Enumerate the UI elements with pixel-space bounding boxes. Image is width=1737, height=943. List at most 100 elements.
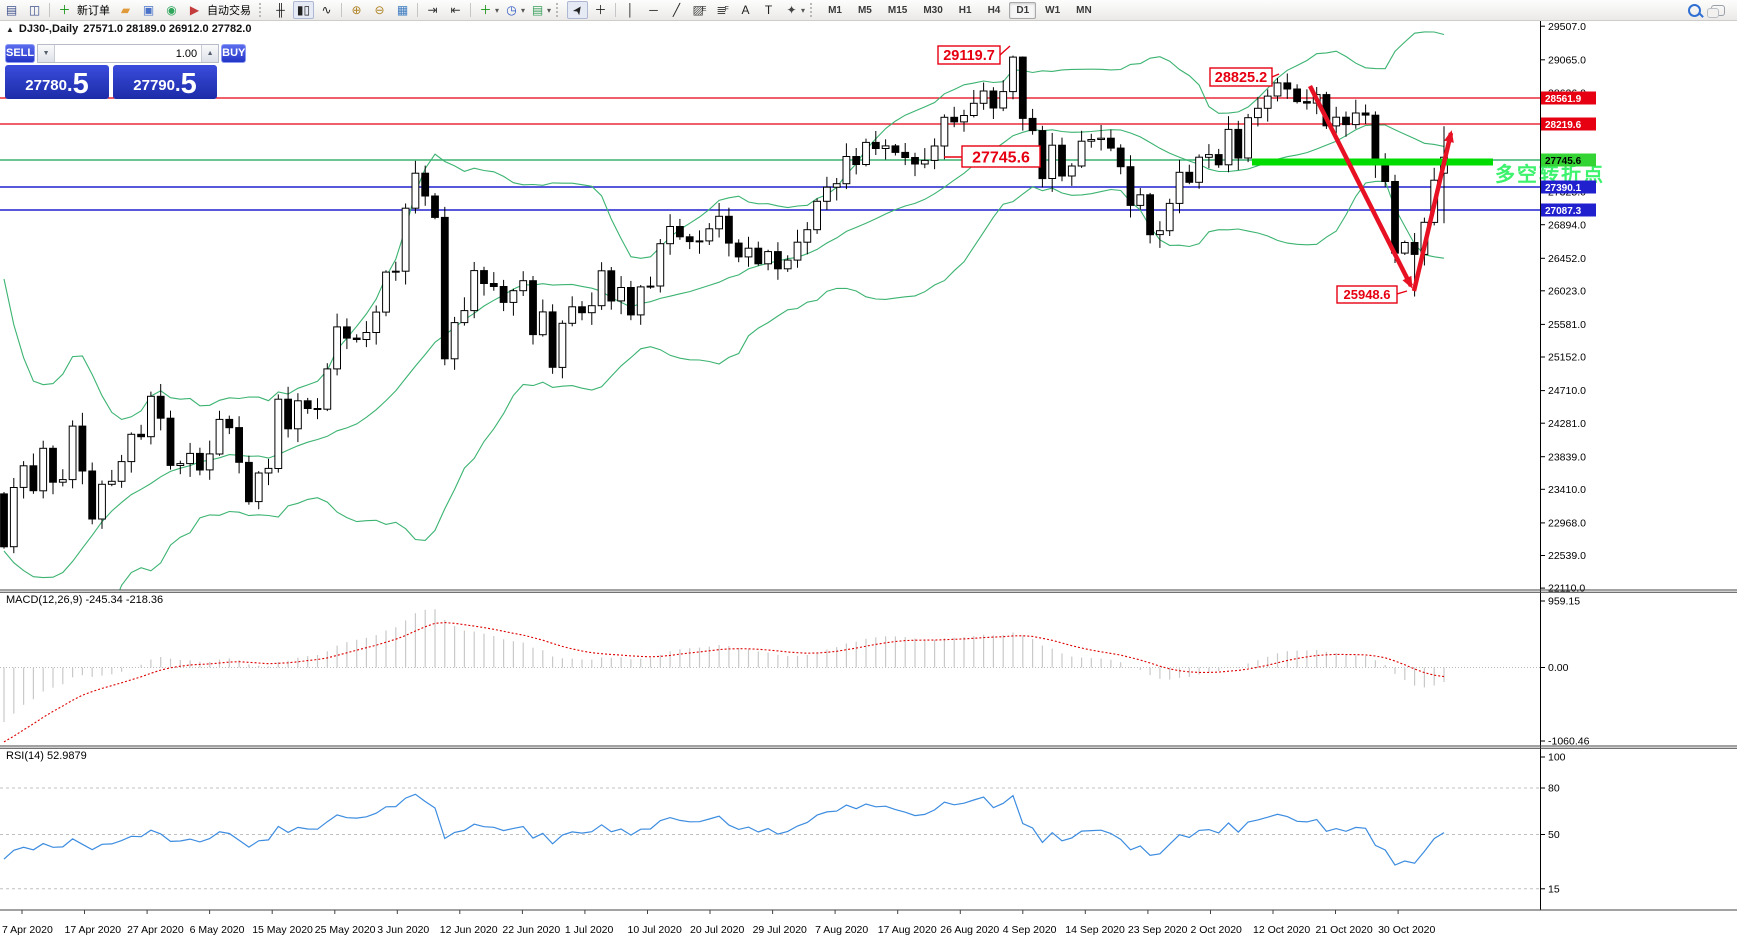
arrows-icon[interactable]: ✦ — [786, 3, 797, 17]
macd-axis-label: 0.00 — [1548, 662, 1569, 674]
bar-chart-icon[interactable]: ╫ — [276, 3, 285, 17]
periods-icon[interactable]: ◷ — [506, 3, 517, 17]
chat-icon[interactable] — [1707, 4, 1725, 18]
candle — [127, 433, 136, 463]
candle — [715, 215, 724, 230]
candle — [98, 483, 106, 520]
candle — [205, 453, 214, 471]
crosshair-icon[interactable]: ＋ — [594, 3, 607, 17]
volume-input[interactable] — [55, 45, 202, 62]
volume-decrease-button[interactable]: ▼ — [38, 45, 56, 62]
timeframe-M15-button[interactable]: M15 — [881, 2, 914, 19]
candle — [88, 470, 97, 520]
arrows-caret[interactable]: ▾ — [801, 5, 806, 15]
search-icon[interactable] — [1688, 3, 1701, 17]
vertical-line-icon[interactable]: │ — [626, 3, 635, 17]
candle — [235, 427, 243, 463]
candle — [725, 215, 733, 244]
buy-price-block[interactable]: 27790. 5 — [113, 65, 217, 99]
cursor-icon[interactable]: ➤ — [567, 1, 589, 19]
candle — [156, 395, 165, 419]
candle — [1332, 116, 1341, 127]
new-order-label: 新订单 — [77, 5, 110, 17]
sell-price-block[interactable]: 27780. 5 — [5, 65, 109, 99]
date-label: 14 Sep 2020 — [1065, 924, 1125, 936]
candle — [1175, 171, 1184, 204]
bollinger-upper-band — [3, 31, 1445, 420]
timeframe-D1-button[interactable]: D1 — [1009, 1, 1037, 19]
timeframe-MN-button[interactable]: MN — [1069, 2, 1099, 19]
candle — [480, 270, 488, 285]
data-window-icon[interactable]: ◫ — [28, 3, 41, 17]
trend-arrow-down[interactable] — [1307, 84, 1414, 289]
candle — [470, 270, 479, 312]
panel-separator[interactable] — [0, 745, 1737, 749]
date-label: 6 May 2020 — [190, 924, 245, 936]
buy-button[interactable]: BUY — [221, 44, 247, 63]
templates-icon[interactable]: ▤ — [531, 3, 544, 17]
fibonacci-icon[interactable]: ≣ F — [716, 3, 729, 17]
volume-increase-button[interactable]: ▲ — [201, 45, 219, 62]
support-zone-bar[interactable] — [1252, 158, 1493, 166]
line-chart-icon[interactable]: ∿ — [321, 3, 332, 17]
expert-advisors-icon[interactable]: ▣ — [142, 3, 155, 17]
bollinger-middle-band — [3, 124, 1445, 579]
autotrading-label: 自动交易 — [207, 5, 251, 17]
trend-arrow-up[interactable] — [1411, 130, 1454, 292]
timeframe-M5-button[interactable]: M5 — [851, 2, 879, 19]
candle — [489, 283, 498, 287]
autotrading-icon[interactable]: ▶ — [189, 3, 200, 17]
symbol-title-bar: ▲ DJ30-,Daily 27571.0 28189.0 26912.0 27… — [6, 23, 251, 35]
october-high-label[interactable] — [1209, 67, 1273, 87]
candle — [1205, 154, 1213, 158]
candle — [960, 115, 968, 123]
text-label-icon[interactable]: T — [764, 3, 773, 17]
timeframe-H1-button[interactable]: H1 — [952, 2, 979, 19]
candlestick-chart-icon[interactable]: ▮▯ — [293, 1, 314, 19]
market-watch-icon[interactable]: ▤ — [5, 3, 18, 17]
candle — [1400, 242, 1409, 254]
collapse-arrow-icon[interactable]: ▲ — [6, 24, 14, 34]
periods-caret[interactable]: ▾ — [521, 5, 526, 15]
date-label: 30 Oct 2020 — [1378, 924, 1435, 936]
candle — [1009, 56, 1017, 93]
timeframe-M30-button[interactable]: M30 — [916, 2, 949, 19]
pivot-level-label[interactable] — [961, 145, 1041, 168]
signals-icon[interactable]: ◉ — [166, 3, 177, 17]
candle — [930, 145, 939, 161]
timeframe-M1-button[interactable]: M1 — [821, 2, 849, 19]
zoom-in-icon[interactable]: ⊕ — [351, 3, 362, 17]
candle — [215, 418, 224, 455]
templates-caret[interactable]: ▾ — [547, 5, 552, 15]
chart-shift-icon[interactable]: ⇤ — [450, 3, 461, 17]
price-tick-label: 25152.0 — [1548, 352, 1586, 364]
candle — [117, 461, 126, 482]
october-low-label[interactable] — [1336, 285, 1398, 304]
text-icon[interactable]: A — [741, 3, 750, 17]
equidistant-channel-icon[interactable]: ▨ E — [692, 3, 707, 17]
panel-separator[interactable] — [0, 589, 1737, 593]
candle — [1126, 166, 1135, 206]
zoom-out-icon[interactable]: ⊖ — [374, 3, 385, 17]
sell-button[interactable]: SELL — [5, 44, 36, 63]
rsi-line — [3, 793, 1445, 866]
tile-windows-icon[interactable]: ▦ — [396, 3, 409, 17]
trendline-icon[interactable]: ╱ — [672, 3, 681, 17]
horizontal-line-icon[interactable]: ─ — [649, 3, 658, 17]
october-high-label-text: 28825.2 — [1215, 70, 1267, 86]
price-tick-label: 22968.0 — [1548, 518, 1586, 530]
new-order-icon[interactable]: ＋ — [58, 3, 71, 17]
indicators-caret[interactable]: ▾ — [495, 5, 500, 15]
september-high-label[interactable] — [937, 45, 1001, 65]
indicators-icon[interactable]: ＋ — [479, 3, 492, 17]
candle — [842, 156, 851, 185]
bollinger-bands — [3, 31, 1445, 590]
timeframe-H4-button[interactable]: H4 — [981, 2, 1008, 19]
candle — [303, 400, 312, 409]
toolbar-separator — [615, 3, 617, 17]
auto-scroll-icon[interactable]: ⇥ — [427, 3, 438, 17]
eraser-icon[interactable]: ▰ — [120, 3, 131, 17]
timeframe-W1-button[interactable]: W1 — [1038, 2, 1067, 19]
